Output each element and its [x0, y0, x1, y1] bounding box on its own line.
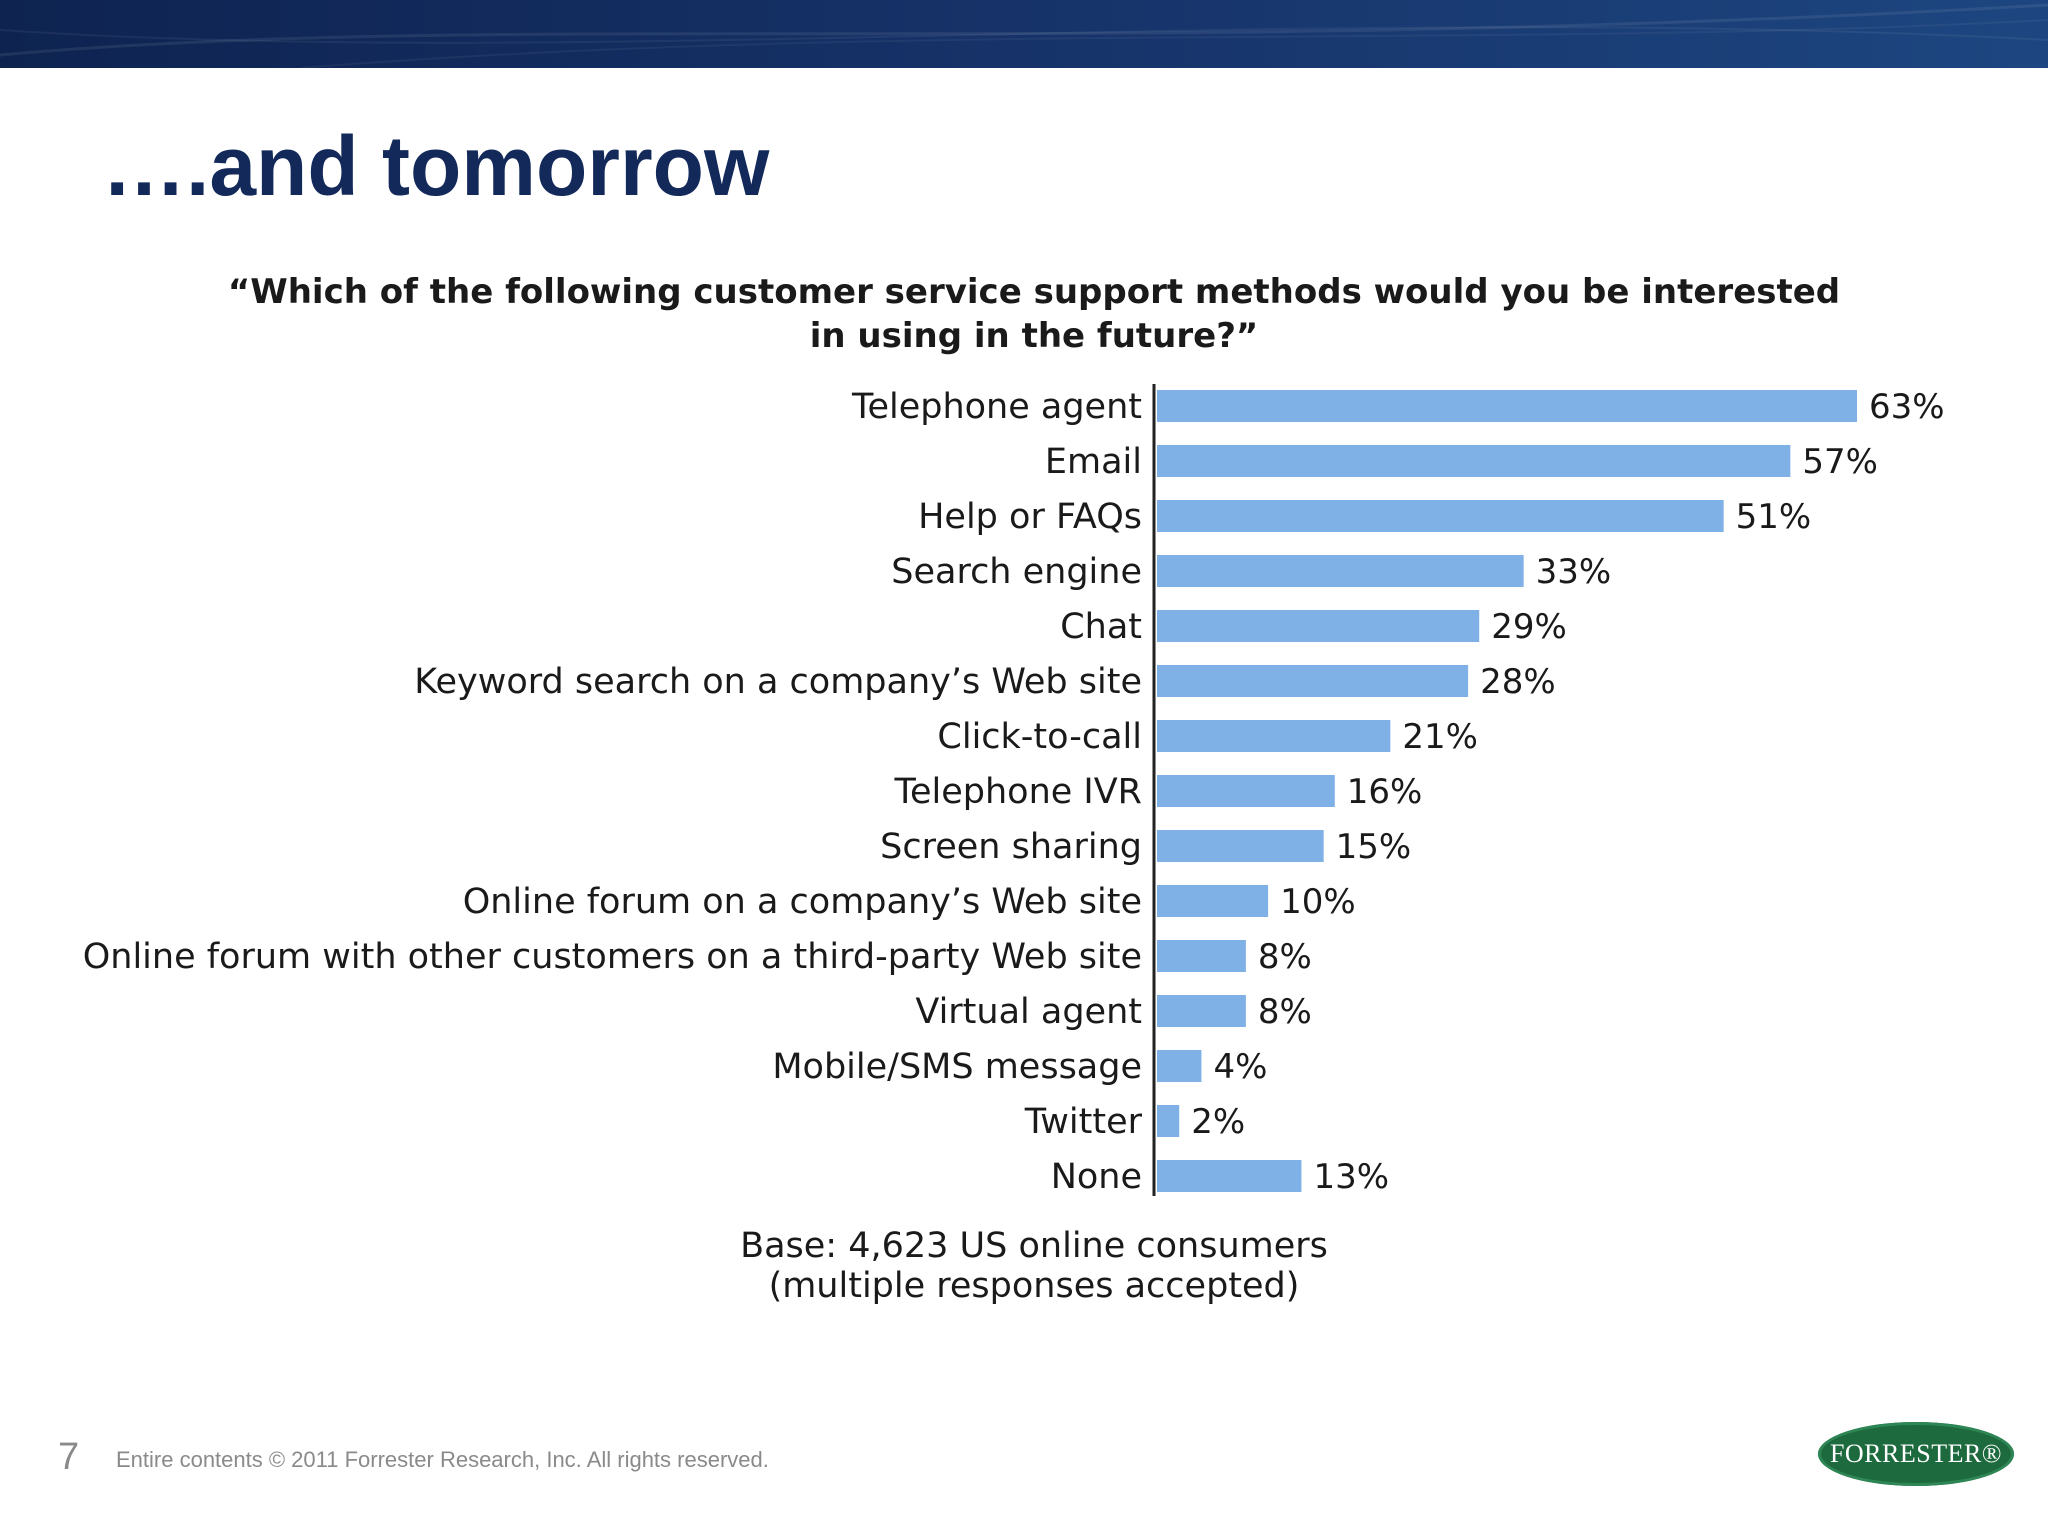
category-label: Screen sharing — [880, 827, 1142, 867]
value-label: 10% — [1280, 882, 1356, 922]
category-label: Virtual agent — [915, 992, 1142, 1032]
header-band — [0, 0, 2048, 68]
category-label: Online forum with other customers on a t… — [83, 937, 1142, 977]
category-label: Telephone IVR — [894, 772, 1142, 812]
page-number: 7 — [58, 1436, 80, 1478]
value-label: 8% — [1258, 937, 1312, 977]
value-label: 15% — [1336, 827, 1412, 867]
bars-group — [1157, 390, 1857, 1192]
bar — [1157, 775, 1335, 807]
value-label: 29% — [1491, 607, 1567, 647]
chart-title-line: in using in the future?” — [810, 316, 1259, 356]
bar — [1157, 1160, 1302, 1192]
value-label: 2% — [1191, 1102, 1245, 1142]
header-swoosh-decoration — [0, 3, 2048, 68]
bar-chart: “Which of the following customer service… — [83, 272, 1945, 1306]
bar — [1157, 390, 1857, 422]
value-label: 4% — [1213, 1047, 1267, 1087]
copyright-text: Entire contents © 2011 Forrester Researc… — [116, 1447, 769, 1472]
value-label: 8% — [1258, 992, 1312, 1032]
bar — [1157, 445, 1791, 477]
category-label: Email — [1045, 442, 1142, 482]
logo-text: FORRESTER® — [1829, 1439, 2003, 1468]
category-label: None — [1051, 1157, 1142, 1197]
value-label: 33% — [1536, 552, 1612, 592]
bar — [1157, 1050, 1202, 1082]
bar — [1157, 940, 1246, 972]
category-label: Chat — [1060, 607, 1142, 647]
base-note-line: (multiple responses accepted) — [769, 1266, 1300, 1306]
bar — [1157, 610, 1480, 642]
value-labels: 63% 57% 51% 33% 29% 28%21% 16% 15% 10% 8% 8% 4% 2% 13… — [1191, 387, 1944, 1197]
bar — [1157, 830, 1324, 862]
forrester-logo: FORRESTER® — [1818, 1422, 2014, 1486]
category-label: Twitter — [1024, 1102, 1143, 1142]
bar — [1157, 555, 1524, 587]
value-label: 28% — [1480, 662, 1556, 702]
category-label: Click-to-call — [937, 717, 1142, 757]
chart-question-title: “Which of the following customer service… — [228, 272, 1840, 356]
value-label: 16% — [1347, 772, 1423, 812]
base-note-line: Base: 4,623 US online consumers — [740, 1226, 1328, 1266]
value-label: 13% — [1313, 1157, 1389, 1197]
bar — [1157, 995, 1246, 1027]
bar — [1157, 1105, 1180, 1137]
bar — [1157, 720, 1391, 752]
value-label: 63% — [1869, 387, 1945, 427]
category-label: Online forum on a company’s Web site — [463, 882, 1142, 922]
slide-title: ….and tomorrow — [102, 119, 770, 213]
value-label: 21% — [1402, 717, 1478, 757]
category-label: Keyword search on a company’s Web site — [414, 662, 1142, 702]
category-labels: Telephone agent Email Help or FAQs Search e… — [83, 387, 1143, 1197]
category-label: Search engine — [891, 552, 1142, 592]
category-label: Telephone agent — [851, 387, 1142, 427]
value-label: 51% — [1736, 497, 1812, 537]
chart-base-note: Base: 4,623 US online consumers(multiple… — [740, 1226, 1328, 1306]
chart-title-line: “Which of the following customer service… — [228, 272, 1840, 312]
value-label: 57% — [1802, 442, 1878, 482]
category-label: Help or FAQs — [918, 497, 1142, 537]
bar — [1157, 885, 1269, 917]
category-label: Mobile/SMS message — [772, 1047, 1142, 1087]
bar — [1157, 500, 1724, 532]
bar — [1157, 665, 1469, 697]
